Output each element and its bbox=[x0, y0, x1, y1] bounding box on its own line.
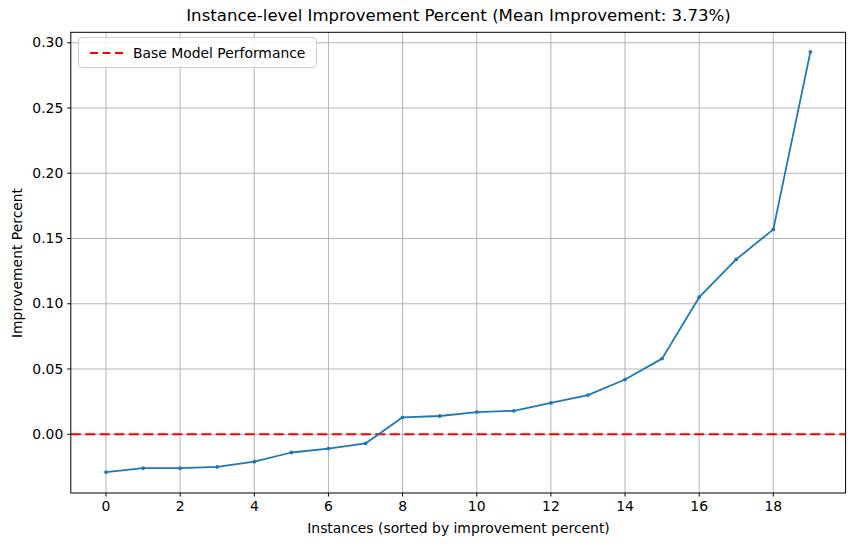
data-point bbox=[586, 393, 590, 397]
legend-label: Base Model Performance bbox=[133, 45, 305, 61]
data-point bbox=[438, 414, 442, 418]
chart-title: Instance-level Improvement Percent (Mean… bbox=[71, 6, 846, 26]
data-point bbox=[327, 447, 331, 451]
y-tick-label: 0.15 bbox=[19, 231, 63, 246]
plot-frame bbox=[71, 32, 846, 493]
data-point bbox=[252, 460, 256, 464]
data-point bbox=[364, 442, 368, 446]
data-point bbox=[215, 465, 219, 469]
x-tick-label: 8 bbox=[381, 499, 425, 514]
x-axis-label: Instances (sorted by improvement percent… bbox=[71, 520, 846, 536]
data-point bbox=[549, 401, 553, 405]
x-tick-label: 2 bbox=[158, 499, 202, 514]
data-point bbox=[697, 295, 701, 299]
y-tick-label: 0.00 bbox=[19, 427, 63, 442]
data-point bbox=[290, 451, 294, 455]
y-tick-label: 0.05 bbox=[19, 362, 63, 377]
legend-dashed-line-sample bbox=[90, 51, 123, 55]
x-tick-label: 4 bbox=[232, 499, 276, 514]
series-line bbox=[106, 52, 810, 472]
data-point bbox=[104, 470, 108, 474]
x-tick-label: 18 bbox=[751, 499, 795, 514]
y-tick-label: 0.25 bbox=[19, 101, 63, 116]
data-point bbox=[660, 357, 664, 361]
x-tick-label: 6 bbox=[306, 499, 350, 514]
data-point bbox=[178, 466, 182, 470]
x-tick-label: 14 bbox=[603, 499, 647, 514]
x-tick-label: 0 bbox=[84, 499, 128, 514]
legend: Base Model Performance bbox=[78, 37, 317, 68]
y-tick-label: 0.10 bbox=[19, 296, 63, 311]
data-point bbox=[401, 415, 405, 419]
data-point bbox=[141, 466, 145, 470]
figure: Instance-level Improvement Percent (Mean… bbox=[0, 0, 855, 547]
x-tick-label: 16 bbox=[677, 499, 721, 514]
plot-canvas bbox=[0, 0, 855, 547]
x-tick-label: 10 bbox=[455, 499, 499, 514]
data-point bbox=[623, 378, 627, 382]
data-point bbox=[734, 258, 738, 262]
data-point bbox=[809, 50, 813, 54]
y-tick-label: 0.30 bbox=[19, 35, 63, 50]
y-tick-label: 0.20 bbox=[19, 166, 63, 181]
data-point bbox=[771, 228, 775, 232]
data-point bbox=[475, 410, 479, 414]
y-axis-label: Improvement Percent bbox=[9, 188, 25, 338]
x-tick-label: 12 bbox=[529, 499, 573, 514]
data-point bbox=[512, 409, 516, 413]
